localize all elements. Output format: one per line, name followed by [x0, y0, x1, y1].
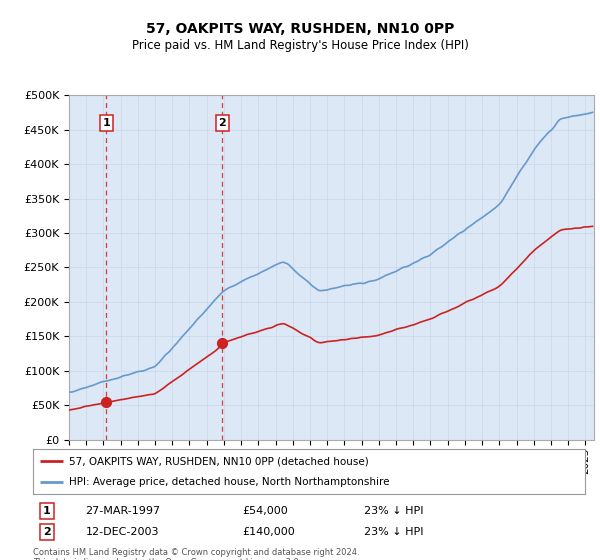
Text: Contains HM Land Registry data © Crown copyright and database right 2024.
This d: Contains HM Land Registry data © Crown c…	[33, 548, 359, 560]
Text: 1: 1	[103, 118, 110, 128]
Text: 23% ↓ HPI: 23% ↓ HPI	[364, 506, 424, 516]
Point	[218, 339, 227, 348]
Text: 57, OAKPITS WAY, RUSHDEN, NN10 0PP: 57, OAKPITS WAY, RUSHDEN, NN10 0PP	[146, 22, 454, 36]
Text: 1: 1	[43, 506, 50, 516]
Text: 23% ↓ HPI: 23% ↓ HPI	[364, 527, 424, 537]
Text: £54,000: £54,000	[243, 506, 289, 516]
Text: 2: 2	[218, 118, 226, 128]
Text: £140,000: £140,000	[243, 527, 296, 537]
Text: 12-DEC-2003: 12-DEC-2003	[85, 527, 159, 537]
Text: HPI: Average price, detached house, North Northamptonshire: HPI: Average price, detached house, Nort…	[69, 477, 389, 487]
Text: Price paid vs. HM Land Registry's House Price Index (HPI): Price paid vs. HM Land Registry's House …	[131, 39, 469, 52]
Text: 57, OAKPITS WAY, RUSHDEN, NN10 0PP (detached house): 57, OAKPITS WAY, RUSHDEN, NN10 0PP (deta…	[69, 456, 368, 466]
Text: 27-MAR-1997: 27-MAR-1997	[85, 506, 161, 516]
Text: 2: 2	[43, 527, 50, 537]
Point	[101, 398, 111, 407]
